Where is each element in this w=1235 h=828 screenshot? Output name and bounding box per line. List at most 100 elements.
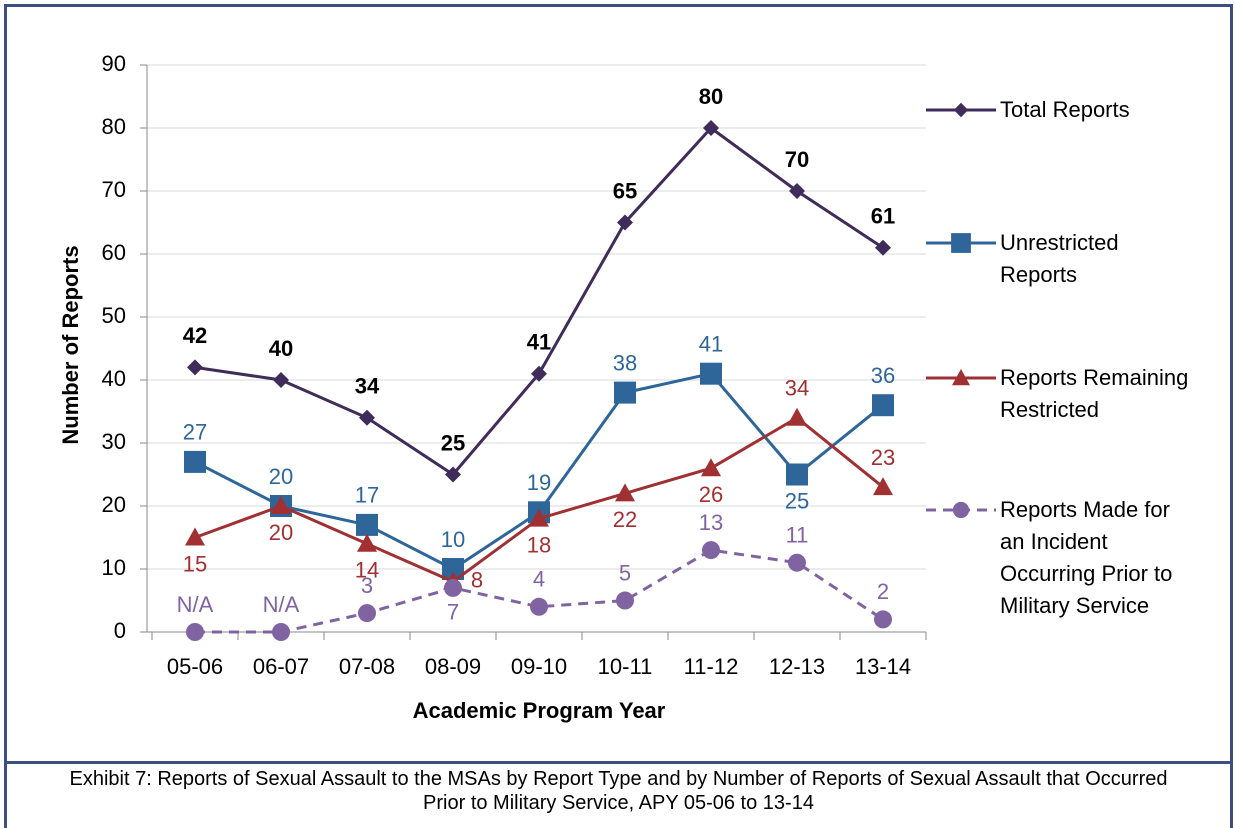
y-tick-label: 10 [102,555,126,580]
marker [951,233,971,253]
data-label: 20 [269,520,293,545]
data-label: 7 [447,600,459,625]
marker [184,450,206,473]
marker [702,541,720,560]
marker [273,372,289,388]
marker [529,508,549,527]
marker [875,239,891,256]
y-tick-label: 30 [102,429,126,454]
chart-frame [4,4,1233,764]
y-tick-label: 50 [102,303,126,328]
x-tick-label: 12-13 [769,654,825,679]
caption: Exhibit 7: Reports of Sexual Assault to … [69,768,1168,814]
data-label: 27 [183,420,207,445]
marker [530,597,548,616]
marker [872,394,894,417]
marker [701,458,721,477]
legend-label: Reports Remaining Restricted [1000,365,1189,422]
marker [617,214,633,231]
marker [700,362,722,385]
marker [788,553,806,572]
caption-box: Exhibit 7: Reports of Sexual Assault to … [4,761,1233,828]
y-tick-label: 20 [102,492,126,517]
marker [873,477,893,496]
x-tick-label: 11-12 [684,654,739,679]
marker [271,496,291,514]
data-label: 23 [871,445,895,470]
marker [186,623,204,641]
x-tick-label: 09-10 [511,654,567,679]
data-label: 41 [527,330,551,355]
data-label: 13 [699,510,723,535]
data-label: 42 [183,323,207,348]
marker [614,381,636,404]
y-tick-label: 80 [102,114,126,139]
data-label: 5 [619,560,631,585]
marker [952,501,970,519]
x-tick-label: 13-14 [855,654,911,679]
x-tick-label: 05-06 [167,654,223,679]
data-label: 17 [355,483,379,508]
y-tick-label: 40 [102,366,126,391]
marker [787,407,807,426]
marker [615,483,635,502]
marker [272,623,290,641]
x-tick-label: 10-11 [598,654,653,679]
marker [703,120,719,136]
chart: Number of Reports Academic Program Year … [58,51,996,723]
y-tick-label: 90 [102,51,126,76]
data-label: 18 [527,532,551,557]
marker [953,102,969,118]
marker [952,369,970,386]
x-axis-title: Academic Program Year [413,698,666,723]
data-label: 61 [871,204,895,229]
data-label: 4 [533,567,545,592]
data-label: 8 [471,567,483,592]
data-label: 10 [441,527,465,552]
y-tick-label: 60 [102,240,126,265]
marker [356,513,378,536]
data-label: 11 [786,523,809,548]
data-label: 2 [877,579,889,604]
marker [786,463,808,486]
data-label: 20 [269,464,293,489]
data-label: 34 [785,376,809,401]
data-label: 34 [355,374,380,399]
data-label: 15 [183,551,207,576]
data-label: 80 [699,84,723,109]
x-tick-label: 07-08 [339,654,395,679]
marker [442,558,464,580]
data-label: 36 [871,363,895,388]
x-tick-label: 08-09 [425,654,481,679]
data-label: 38 [613,350,637,375]
marker [358,604,376,623]
y-tick-label: 0 [114,618,126,643]
marker [531,365,547,382]
data-label: 22 [613,507,637,532]
data-label: 41 [699,332,723,357]
data-label: 19 [527,470,551,495]
legend-label: Unrestricted Reports [1000,230,1119,287]
data-label: 40 [269,336,293,361]
series-line [194,125,884,477]
data-label: 25 [785,488,809,513]
data-label: 3 [361,573,373,598]
data-label: 26 [699,482,723,507]
x-tick-label: 06-07 [253,654,309,679]
marker [616,591,634,610]
data-label: 25 [441,430,465,455]
legend-label: Total Reports [1000,97,1130,122]
marker [187,359,203,376]
marker [445,466,461,483]
marker [357,533,377,552]
marker [789,183,805,199]
marker [359,409,375,426]
data-label: N/A [177,592,214,617]
data-label: 70 [785,147,809,172]
marker [444,578,462,597]
y-tick-label: 70 [102,177,126,202]
y-axis-title: Number of Reports [58,245,83,444]
marker [874,610,892,629]
data-label: N/A [263,592,300,617]
